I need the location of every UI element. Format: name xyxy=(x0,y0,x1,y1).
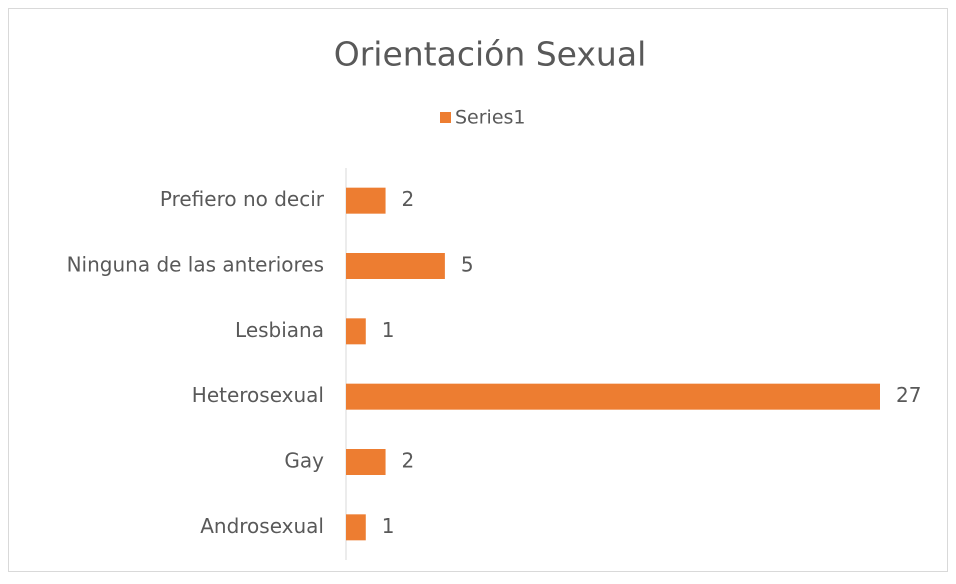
data-label: 1 xyxy=(382,318,395,342)
y-tick-label: Lesbiana xyxy=(235,318,324,342)
bar xyxy=(346,253,445,279)
y-tick-label: Ninguna de las anteriores xyxy=(67,253,324,277)
data-label: 2 xyxy=(402,449,415,473)
bar xyxy=(346,514,366,541)
chart-title: Orientación Sexual xyxy=(334,35,647,74)
y-tick-label: Heterosexual xyxy=(192,383,324,407)
legend-label: Series1 xyxy=(455,107,526,129)
y-tick-label: Gay xyxy=(284,449,324,473)
y-tick-label: Prefiero no decir xyxy=(160,187,325,211)
chart-border xyxy=(8,8,948,572)
bar xyxy=(346,318,366,345)
data-label: 27 xyxy=(896,383,921,407)
data-label: 2 xyxy=(402,187,415,211)
legend-swatch xyxy=(440,112,451,123)
bar xyxy=(346,383,880,410)
bar xyxy=(346,449,386,475)
bar xyxy=(346,187,386,214)
y-tick-label: Androsexual xyxy=(200,514,324,538)
data-label: 5 xyxy=(461,253,474,277)
data-label: 1 xyxy=(382,514,395,538)
